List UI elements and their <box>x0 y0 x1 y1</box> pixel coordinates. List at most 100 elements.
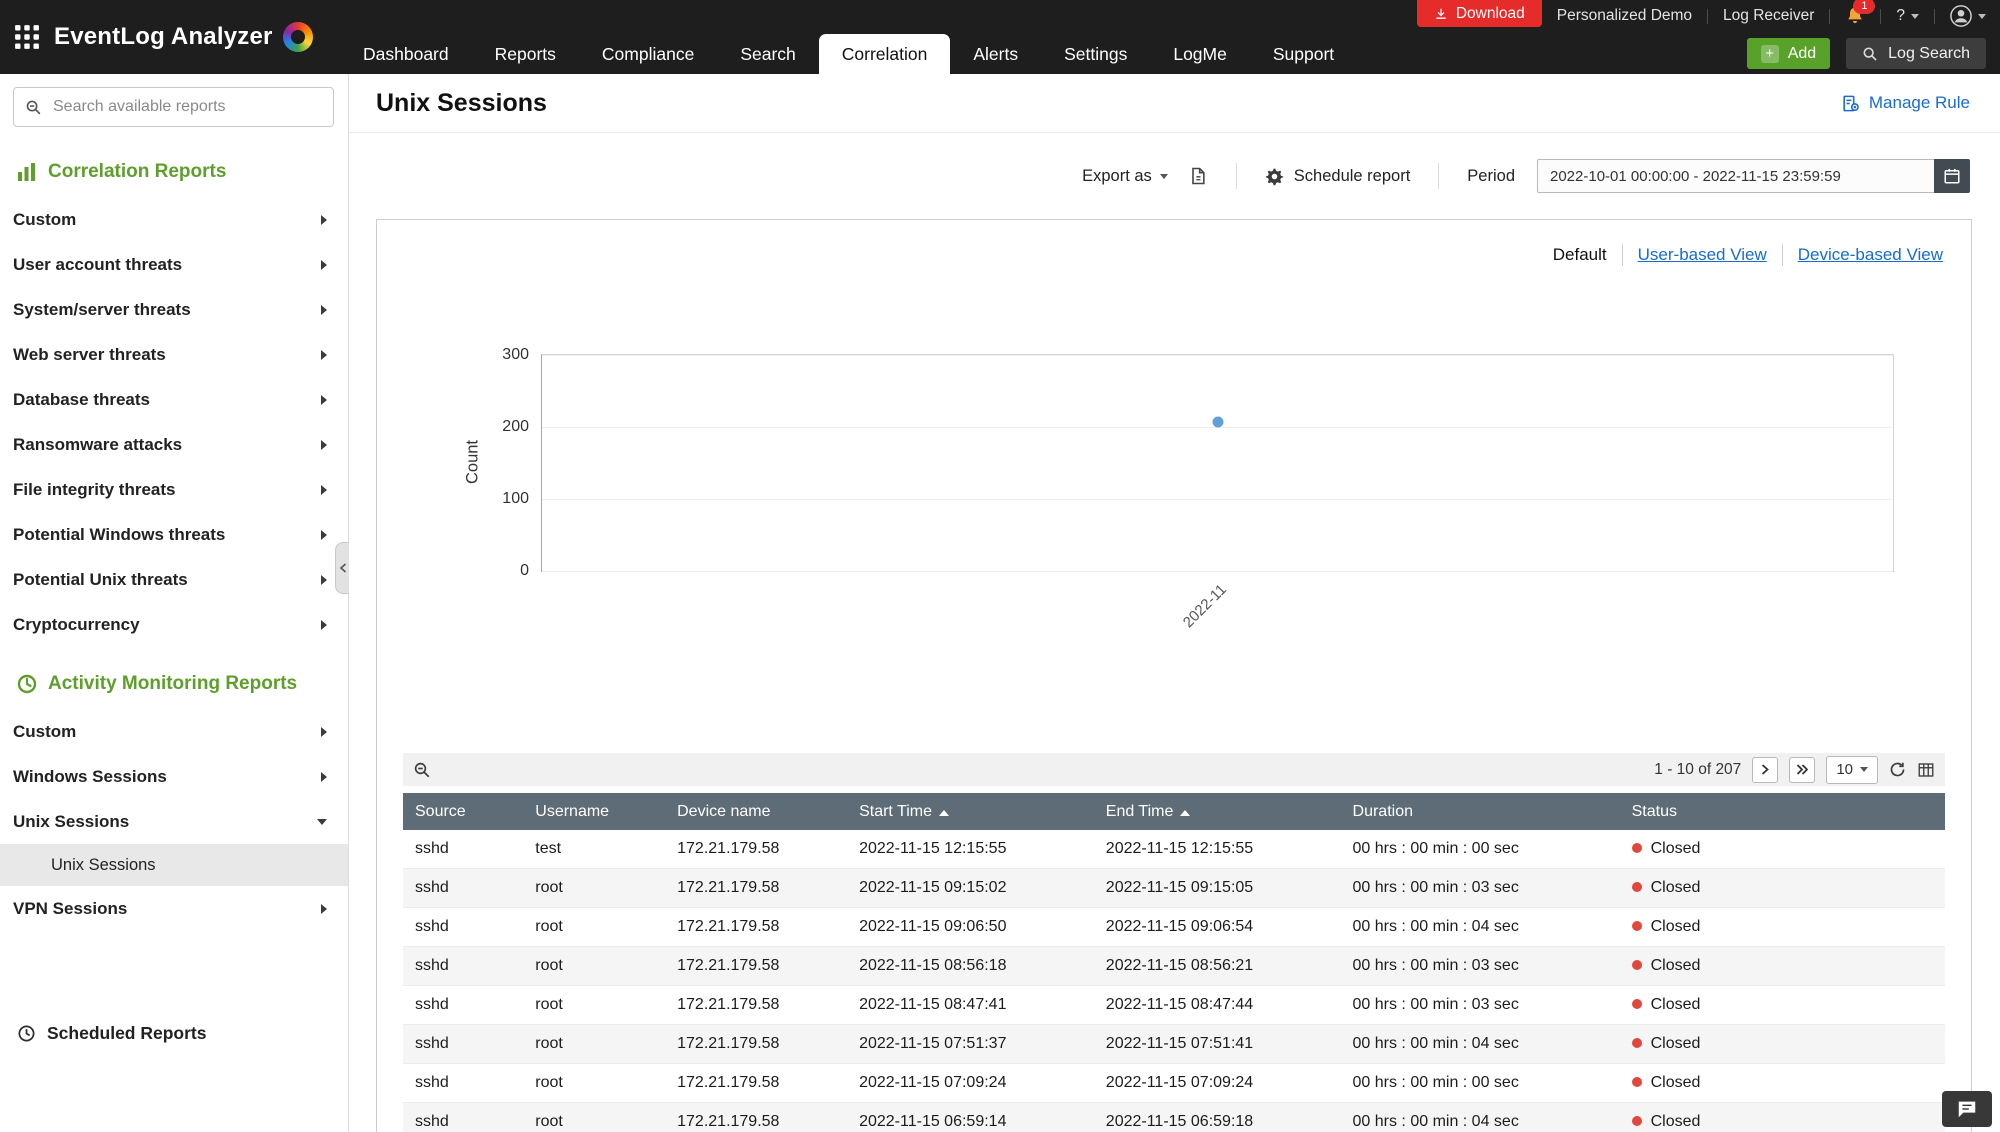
nav-tab-compliance[interactable]: Compliance <box>601 44 695 64</box>
schedule-report-label: Schedule report <box>1293 166 1411 185</box>
sidebar-item-vpn-sessions[interactable]: VPN Sessions <box>0 886 348 931</box>
cell-username: test <box>523 830 666 869</box>
table-row[interactable]: sshd root 172.21.179.58 2022-11-15 07:09:24… <box>403 1063 1945 1103</box>
divider <box>1829 8 1831 24</box>
data-point[interactable] <box>1212 416 1223 428</box>
calendar-button[interactable] <box>1934 159 1970 193</box>
table-zone: 1 - 10 of 207 10 <box>377 753 1971 1132</box>
help-menu[interactable]: ? <box>1896 7 1919 25</box>
column-header-duration[interactable]: Duration <box>1340 793 1620 830</box>
chat-feedback-button[interactable] <box>1942 1091 1992 1127</box>
cell-username: root <box>523 946 666 986</box>
table-row[interactable]: sshd root 172.21.179.58 2022-11-15 06:59:14… <box>403 1102 1945 1132</box>
download-button[interactable]: Download <box>1416 0 1542 27</box>
gridline <box>542 498 1893 500</box>
sidebar-item-ransomware-attacks[interactable]: Ransomware attacks <box>0 422 348 467</box>
sidebar-item-potential-windows-threats[interactable]: Potential Windows threats <box>0 512 348 557</box>
help-label: ? <box>1896 7 1905 24</box>
sidebar-item-unix-sessions[interactable]: Unix Sessions <box>0 799 348 844</box>
page-size-select[interactable]: 10 <box>1826 755 1878 784</box>
column-header-end-time[interactable]: End Time <box>1093 793 1341 830</box>
column-header-status[interactable]: Status <box>1619 793 1945 830</box>
sidebar-item-custom[interactable]: Custom <box>0 197 348 242</box>
table-search-icon[interactable] <box>413 761 431 779</box>
period-range-control <box>1537 159 1970 193</box>
period-label: Period <box>1467 166 1515 185</box>
log-receiver-link[interactable]: Log Receiver <box>1723 7 1815 24</box>
cell-start-time: 2022-11-15 09:06:50 <box>847 907 1094 947</box>
view-tab-user-based-view[interactable]: User-based View <box>1637 245 1767 264</box>
download-icon <box>1434 7 1448 21</box>
sessions-table: Source Username Device name Start Time End T… <box>403 793 1945 1132</box>
sidebar-item-custom[interactable]: Custom <box>0 709 348 754</box>
refresh-button[interactable] <box>1889 761 1906 778</box>
manage-rule-icon <box>1841 94 1860 113</box>
sidebar-search[interactable] <box>13 87 334 127</box>
sidebar-item-user-account-threats[interactable]: User account threats <box>0 242 348 287</box>
divider <box>1880 8 1882 24</box>
report-search-input[interactable] <box>51 97 322 117</box>
sidebar-item-file-integrity-threats[interactable]: File integrity threats <box>0 467 348 512</box>
nav-tab-alerts[interactable]: Alerts <box>973 44 1019 64</box>
column-header-source[interactable]: Source <box>403 793 524 830</box>
nav-tab-correlation[interactable]: Correlation <box>818 34 951 74</box>
sidebar-collapse-handle[interactable] <box>335 542 349 594</box>
personalized-demo-link[interactable]: Personalized Demo <box>1556 7 1693 24</box>
scheduled-reports-link[interactable]: Scheduled Reports <box>0 1023 348 1044</box>
column-header-username[interactable]: Username <box>523 793 666 830</box>
nav-tab-search[interactable]: Search <box>740 44 796 64</box>
next-page-button[interactable] <box>1752 756 1779 783</box>
column-header-start-time[interactable]: Start Time <box>847 793 1094 830</box>
view-tabs: Default User-based View Device-based View <box>1553 244 1943 266</box>
add-button[interactable]: + Add <box>1746 38 1831 69</box>
log-search-button[interactable]: Log Search <box>1846 38 1986 69</box>
cell-end-time: 2022-11-15 08:47:44 <box>1093 985 1341 1025</box>
view-tab-device-based-view[interactable]: Device-based View <box>1797 245 1943 264</box>
sort-asc-icon <box>1180 809 1191 816</box>
app-logo-text: EventLog Analyzer <box>54 23 273 50</box>
schedule-report-button[interactable]: Schedule report <box>1265 166 1411 186</box>
export-file-icon[interactable] <box>1188 166 1208 186</box>
table-row[interactable]: sshd root 172.21.179.58 2022-11-15 08:56:18… <box>403 946 1945 986</box>
nav-tab-logme[interactable]: LogMe <box>1173 44 1227 64</box>
sidebar-item-cryptocurrency[interactable]: Cryptocurrency <box>0 602 348 647</box>
sidebar-item-system-server-threats[interactable]: System/server threats <box>0 287 348 332</box>
table-row[interactable]: sshd root 172.21.179.58 2022-11-15 07:51:37… <box>403 1024 1945 1064</box>
nav-tab-reports[interactable]: Reports <box>494 44 556 64</box>
app-logo[interactable]: EventLog Analyzer <box>54 22 313 52</box>
user-menu[interactable] <box>1950 5 1986 27</box>
topbar-left: EventLog Analyzer <box>0 0 362 74</box>
table-row[interactable]: sshd root 172.21.179.58 2022-11-15 09:06:50… <box>403 907 1945 947</box>
export-as-dropdown[interactable]: Export as <box>1082 167 1168 186</box>
cell-device-name: 172.21.179.58 <box>665 1102 848 1132</box>
cell-end-time: 2022-11-15 08:56:21 <box>1093 946 1341 986</box>
sidebar-item-windows-sessions[interactable]: Windows Sessions <box>0 754 348 799</box>
table-row[interactable]: sshd root 172.21.179.58 2022-11-15 08:47:41… <box>403 985 1945 1025</box>
sidebar-sections: Correlation Reports Custom User account th… <box>0 131 348 931</box>
table-row[interactable]: sshd test 172.21.179.58 2022-11-15 12:15:55… <box>403 830 1945 869</box>
nav-tab-dashboard[interactable]: Dashboard <box>363 44 449 64</box>
sidebar-item-web-server-threats[interactable]: Web server threats <box>0 332 348 377</box>
column-header-device-name[interactable]: Device name <box>665 793 848 830</box>
notifications-button[interactable]: 1 <box>1845 0 1876 26</box>
sidebar-item-label: User account threats <box>13 254 183 274</box>
manage-rule-link[interactable]: Manage Rule <box>1841 93 1970 113</box>
app-grid-icon[interactable] <box>14 24 40 50</box>
column-chooser-button[interactable] <box>1917 761 1935 779</box>
table-row[interactable]: sshd root 172.21.179.58 2022-11-15 09:15:02… <box>403 868 1945 908</box>
sidebar-section-title: Correlation Reports <box>0 131 348 197</box>
cell-status: Closed <box>1619 985 1945 1025</box>
sidebar-item-database-threats[interactable]: Database threats <box>0 377 348 422</box>
plus-icon: + <box>1760 44 1779 63</box>
sidebar-section-title: Activity Monitoring Reports <box>0 647 348 709</box>
nav-tab-settings[interactable]: Settings <box>1064 44 1128 64</box>
status-dot <box>1631 959 1642 970</box>
last-page-button[interactable] <box>1789 756 1816 783</box>
sidebar-item-potential-unix-threats[interactable]: Potential Unix threats <box>0 557 348 602</box>
view-tab-default[interactable]: Default <box>1552 245 1607 264</box>
chat-icon <box>1956 1098 1978 1120</box>
topbar-nav-right: + Add Log Search <box>1746 38 1986 69</box>
nav-tab-support[interactable]: Support <box>1272 44 1335 64</box>
sidebar-subitem-unix-sessions[interactable]: Unix Sessions <box>0 844 348 886</box>
period-range-input[interactable] <box>1537 159 1934 193</box>
